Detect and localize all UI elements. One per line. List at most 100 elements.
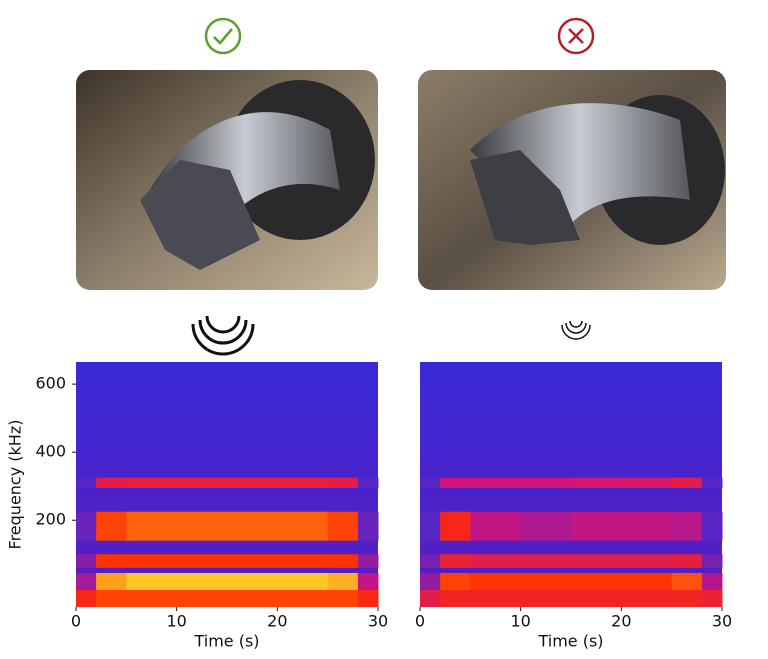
spectrogram-cell bbox=[621, 511, 673, 541]
x-axis-label: Time (s) bbox=[537, 632, 603, 651]
x-tick-label: 30 bbox=[368, 612, 388, 631]
spectrogram-cell bbox=[621, 589, 673, 607]
y-tick-label: 400 bbox=[35, 442, 66, 461]
spectrogram-cell bbox=[440, 554, 471, 568]
spectrogram-cell bbox=[440, 477, 471, 488]
spectrogram-cell bbox=[520, 554, 572, 568]
spectrogram-cell bbox=[470, 589, 522, 607]
spectrogram-cell bbox=[671, 572, 703, 590]
photo-broken-tool bbox=[418, 70, 726, 290]
spectrogram-cell bbox=[671, 554, 703, 568]
spectrogram-cell bbox=[671, 511, 703, 541]
spectrogram-cell bbox=[277, 477, 329, 488]
spectrogram-cell bbox=[470, 511, 522, 541]
spectrogram-cell bbox=[327, 554, 359, 568]
x-tick-label: 0 bbox=[71, 612, 81, 631]
spectrogram-cell bbox=[520, 572, 572, 590]
spectrogram-cell bbox=[420, 477, 441, 488]
spectrogram-cell bbox=[621, 554, 673, 568]
spectrogram-cell bbox=[701, 511, 723, 541]
spectrogram-cell bbox=[701, 589, 723, 607]
spectrogram-cell bbox=[176, 554, 228, 568]
y-axis-label: Frequency (kHz) bbox=[6, 420, 25, 550]
spectrogram-cell bbox=[176, 572, 228, 590]
spectrogram-cell bbox=[701, 572, 723, 590]
spectrogram-cell bbox=[470, 572, 522, 590]
ok-icon bbox=[204, 17, 242, 55]
spectrogram-cell bbox=[227, 572, 278, 590]
spectrogram-cell bbox=[277, 572, 329, 590]
spectrogram-cell bbox=[520, 477, 572, 488]
spectrogram-cell bbox=[126, 572, 178, 590]
spectrogram-cell bbox=[470, 477, 522, 488]
spectrogram-cell bbox=[357, 477, 379, 488]
spectrogram-cell bbox=[357, 572, 379, 590]
x-tick-label: 20 bbox=[267, 612, 287, 631]
spectrogram-cell bbox=[701, 554, 723, 568]
spectrogram-cell bbox=[671, 589, 703, 607]
spectrogram-cell bbox=[126, 589, 178, 607]
spectrogram-cell bbox=[176, 511, 228, 541]
spectrogram-cell bbox=[126, 477, 178, 488]
fail-icon bbox=[557, 17, 595, 55]
spectrogram-cell bbox=[671, 477, 703, 488]
x-axis-label: Time (s) bbox=[193, 632, 259, 651]
spectrogram-cell bbox=[357, 554, 379, 568]
spectrogram-cell bbox=[96, 511, 127, 541]
spectrogram-cell bbox=[701, 477, 723, 488]
spectrogram-cell bbox=[76, 572, 97, 590]
spectrogram-cell bbox=[357, 589, 379, 607]
spectrogram-cell bbox=[327, 511, 359, 541]
loud-sound-icon bbox=[191, 315, 255, 356]
spectrogram-cell bbox=[277, 554, 329, 568]
quiet-sound-icon bbox=[561, 320, 591, 340]
spectrogram-cell bbox=[176, 589, 228, 607]
x-tick-label: 30 bbox=[712, 612, 732, 631]
spectrogram-cell bbox=[440, 511, 471, 541]
spectrogram-cell bbox=[227, 554, 278, 568]
spectrogram-cell bbox=[96, 477, 127, 488]
spectrogram-cell bbox=[470, 554, 522, 568]
spectrogram-cell bbox=[440, 572, 471, 590]
y-tick-label: 200 bbox=[35, 510, 66, 529]
spectrogram-cell bbox=[571, 589, 622, 607]
spectrogram-cell bbox=[76, 511, 97, 541]
spectrogram-cell bbox=[520, 589, 572, 607]
spectrogram-cell bbox=[621, 572, 673, 590]
spectrogram-cell bbox=[96, 554, 127, 568]
spectrogram-cell bbox=[327, 589, 359, 607]
spectrogram-cell bbox=[571, 554, 622, 568]
spectrogram-cell bbox=[520, 511, 572, 541]
spectrogram-cell bbox=[420, 554, 441, 568]
spectrogram-cell bbox=[96, 589, 127, 607]
spectrogram-cell bbox=[227, 477, 278, 488]
spectrogram-cell bbox=[277, 589, 329, 607]
spectrogram-cell bbox=[126, 511, 178, 541]
spectrogram-cell bbox=[571, 511, 622, 541]
spectrogram-cell bbox=[327, 572, 359, 590]
spectrogram-cell bbox=[76, 554, 97, 568]
spectrogram-cell bbox=[420, 589, 441, 607]
spectrogram-cell bbox=[571, 572, 622, 590]
x-tick-label: 20 bbox=[611, 612, 631, 631]
x-tick-label: 10 bbox=[166, 612, 186, 631]
spectrogram-cell bbox=[420, 511, 441, 541]
spectrogram-cell bbox=[440, 589, 471, 607]
spectrogram-cell bbox=[621, 477, 673, 488]
spectrogram-cell bbox=[76, 477, 97, 488]
spectrogram-cell bbox=[327, 477, 359, 488]
spectrogram-cell bbox=[176, 477, 228, 488]
spectrogram-cell bbox=[420, 572, 441, 590]
spectrogram-cell bbox=[126, 554, 178, 568]
spectrogram-cell bbox=[277, 511, 329, 541]
photo-intact-tool bbox=[76, 70, 378, 290]
spectrogram-cell bbox=[571, 477, 622, 488]
y-tick-label: 600 bbox=[35, 374, 66, 393]
x-tick-label: 10 bbox=[510, 612, 530, 631]
spectrogram-cell bbox=[76, 589, 97, 607]
spectrogram-cell bbox=[357, 511, 379, 541]
spectrogram-cell bbox=[227, 511, 278, 541]
spectrogram-cell bbox=[227, 589, 278, 607]
x-tick-label: 0 bbox=[415, 612, 425, 631]
